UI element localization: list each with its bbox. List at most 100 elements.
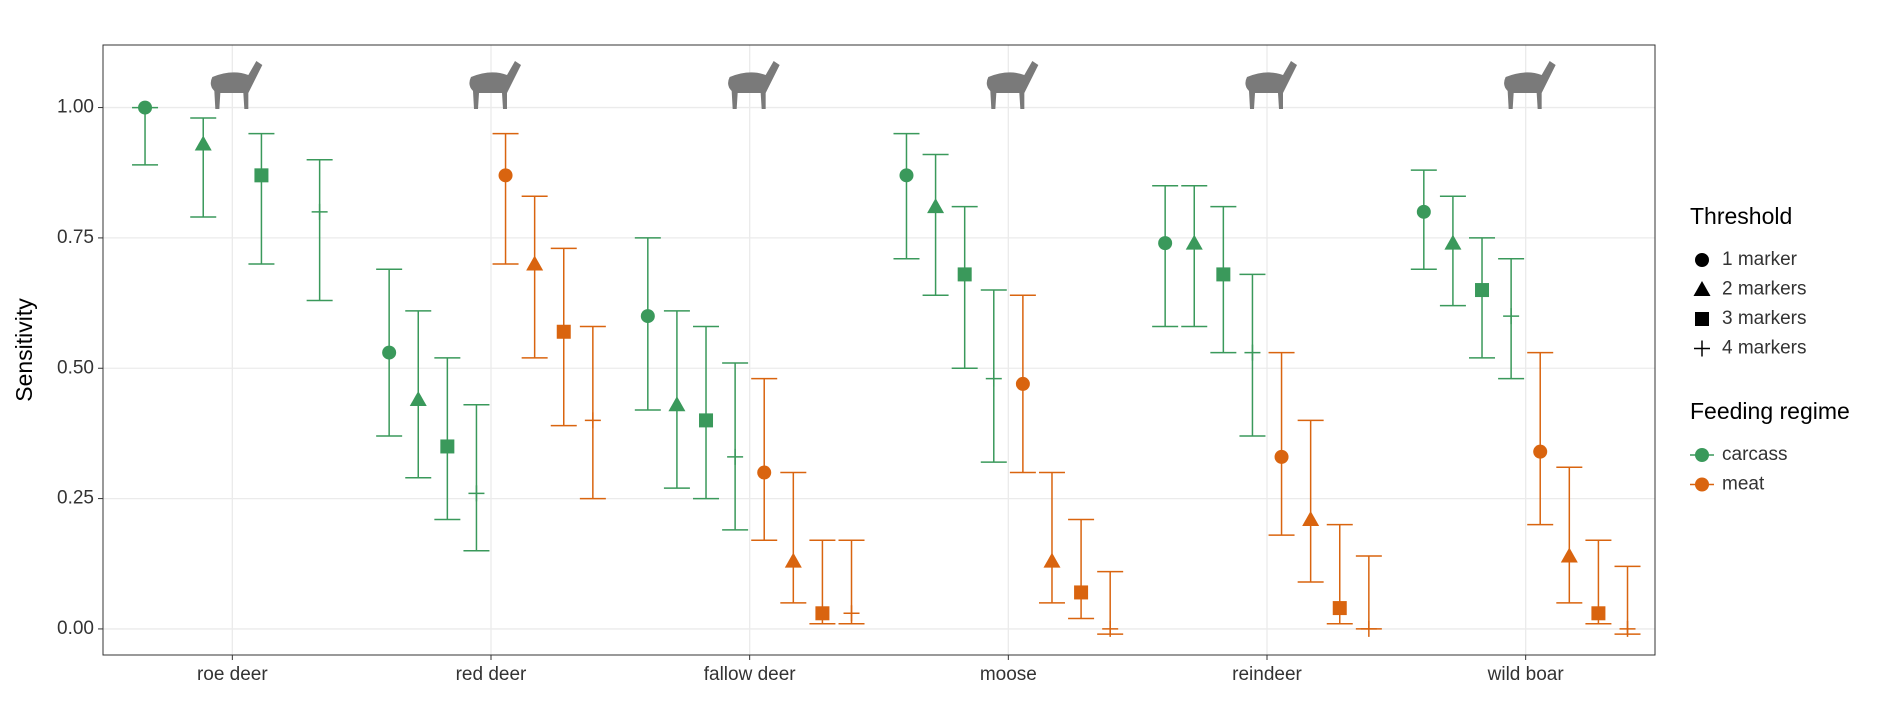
error-bar [1068, 518, 1095, 620]
error-bar-group [550, 247, 577, 427]
error-bar-group [922, 153, 949, 297]
point [784, 552, 802, 568]
error-bar-group [1239, 273, 1266, 437]
error-bar-group [693, 325, 720, 500]
x-tick-label: red deer [456, 664, 527, 685]
error-bar [780, 471, 807, 604]
error-bar-group [980, 289, 1007, 463]
error-bar [634, 237, 661, 411]
error-bar [463, 403, 490, 552]
point [727, 448, 744, 465]
point [815, 606, 830, 621]
point [1274, 449, 1289, 464]
point [468, 485, 485, 502]
point [311, 203, 328, 220]
error-bar-group [634, 237, 661, 411]
animal-silhouette [986, 61, 1039, 109]
point [1560, 547, 1578, 563]
point [409, 391, 427, 407]
legend-label: meat [1722, 474, 1765, 495]
legend-symbol [1695, 253, 1709, 267]
error-bar-group [1527, 351, 1554, 526]
error-bar-group [376, 268, 403, 437]
point [1043, 552, 1061, 568]
error-bar-group [521, 195, 548, 359]
y-tick-label: 0.25 [57, 488, 94, 509]
legend-symbol [1695, 312, 1709, 326]
point [498, 168, 513, 183]
error-bar [751, 377, 778, 542]
error-bar [951, 205, 978, 369]
error-bar-group [1181, 185, 1208, 328]
error-bar [1152, 185, 1179, 328]
error-bar-group [809, 539, 836, 625]
error-bar [1038, 471, 1065, 604]
error-bar-group [951, 205, 978, 369]
point [584, 412, 601, 429]
marks [132, 100, 1641, 637]
error-bar [922, 153, 949, 297]
error-bar-group [190, 117, 217, 218]
y-tick-label: 0.75 [57, 227, 94, 248]
point [1074, 585, 1089, 600]
point [1591, 606, 1606, 621]
error-bar [190, 117, 217, 218]
error-bar-group [838, 539, 865, 625]
x-tick-label: wild boar [1487, 664, 1565, 685]
error-bar [1410, 169, 1437, 270]
animal-silhouette [1504, 61, 1556, 109]
x-tick-label: moose [980, 664, 1037, 685]
plot-background [103, 45, 1655, 655]
point [254, 168, 269, 183]
error-bar-group [780, 471, 807, 604]
error-bar [434, 357, 461, 521]
point [927, 198, 945, 214]
error-bar-group [1585, 539, 1612, 625]
point [1158, 236, 1173, 251]
y-tick-label: 0.50 [57, 357, 94, 378]
error-bar [893, 132, 920, 260]
point [1619, 620, 1636, 637]
error-bar-group [463, 403, 490, 552]
error-bar-group [248, 132, 275, 265]
legend-label: carcass [1722, 444, 1787, 465]
point [1360, 620, 1377, 637]
y-tick-label: 0.00 [57, 618, 94, 639]
error-bar-group [663, 310, 690, 489]
point [668, 396, 686, 412]
error-bar [521, 195, 548, 359]
x-tick-label: reindeer [1232, 664, 1302, 685]
point [1302, 510, 1320, 526]
error-bar-group [1469, 237, 1496, 359]
error-bar-group [1355, 555, 1382, 637]
error-bar-group [306, 158, 333, 302]
error-bar [1268, 351, 1295, 536]
error-bar-group [893, 132, 920, 260]
error-bar-group [492, 132, 519, 265]
point [843, 605, 860, 622]
animal-silhouette [469, 61, 521, 109]
y-axis-title: Sensitivity [11, 298, 37, 402]
error-bar-group [1498, 258, 1525, 380]
animal-silhouette [1245, 61, 1297, 109]
error-bar [1297, 419, 1324, 583]
error-bar-group [1297, 419, 1324, 583]
error-bar-group [722, 362, 749, 531]
point [1475, 283, 1490, 298]
point [1533, 444, 1548, 459]
point [1015, 376, 1030, 391]
point [526, 255, 544, 271]
point [382, 345, 397, 360]
legend-label: 2 markers [1722, 279, 1806, 300]
error-bar-group [434, 357, 461, 521]
error-bar [722, 362, 749, 531]
error-bar-group [132, 100, 159, 166]
error-bar [306, 158, 333, 302]
legend-label: 1 marker [1722, 249, 1798, 270]
y-tick-label: 1.00 [57, 97, 94, 118]
legend-symbol [1694, 340, 1710, 357]
point [757, 465, 772, 480]
legend-title: Threshold [1690, 203, 1792, 229]
error-bar-group [751, 377, 778, 542]
